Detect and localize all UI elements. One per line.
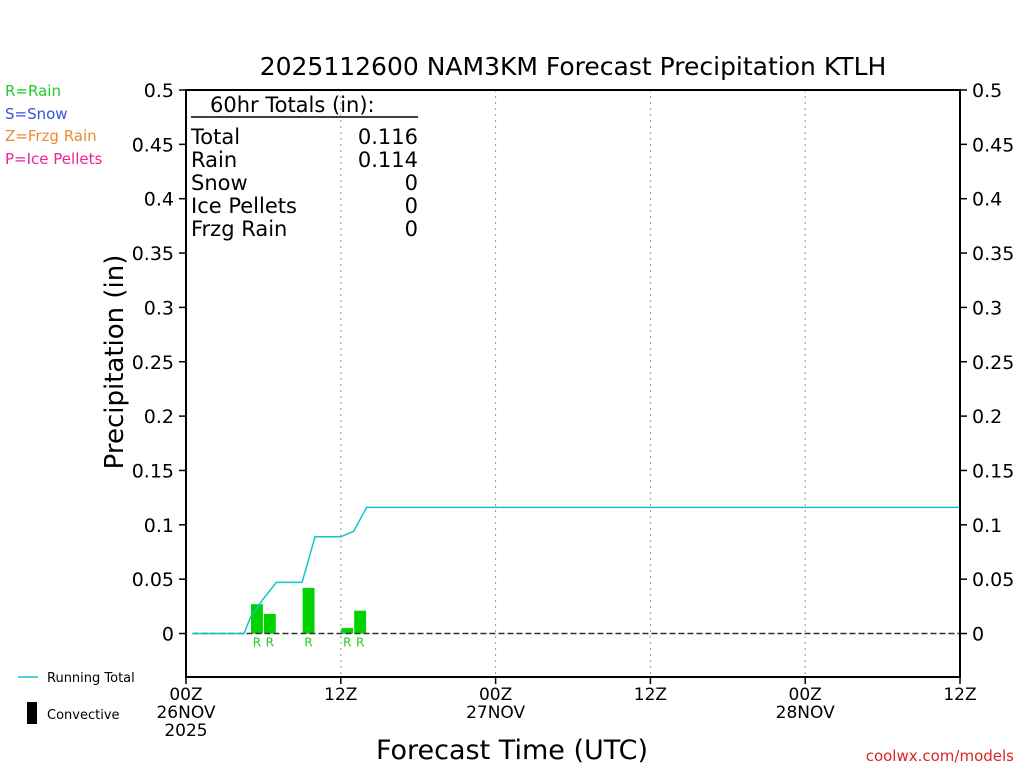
- x-tick-label: 27NOV: [466, 703, 525, 723]
- convective-legend-swatch: [27, 702, 37, 724]
- x-axis-label: Forecast Time (UTC): [376, 735, 648, 766]
- x-tick-label: 2025: [164, 721, 207, 741]
- x-tick-label: 00Z: [479, 685, 512, 705]
- y-tick-label-right: 0.35: [972, 243, 1014, 265]
- y-tick-label-right: 0.5: [972, 80, 1002, 102]
- precip-type-label: R: [356, 636, 364, 650]
- x-tick-label: 28NOV: [776, 703, 835, 723]
- y-tick-label-left: 0.3: [144, 297, 174, 319]
- totals-value-total: 0.116: [358, 125, 418, 149]
- x-tick-label: 26NOV: [156, 703, 215, 723]
- running-total-legend-label: Running Total: [47, 671, 135, 686]
- totals-box: 60hr Totals (in): Total 0.116 Rain 0.114…: [190, 93, 418, 241]
- totals-label-frzg-rain: Frzg Rain: [191, 217, 287, 241]
- totals-value-rain: 0.114: [358, 148, 418, 172]
- x-tick-label: 12Z: [634, 685, 667, 705]
- totals-value-ice-pellets: 0: [405, 194, 418, 218]
- y-axis-ticks: 0 00.05 0.050.1 0.10.15 0.150.2 0.20.25 0.250.…: [132, 80, 1015, 646]
- plot-frame: [185, 89, 961, 678]
- credit-text: coolwx.com/models: [866, 747, 1014, 765]
- totals-label-rain: Rain: [191, 148, 237, 172]
- x-tick-label: 00Z: [789, 685, 822, 705]
- y-axis-label: Precipitation (in): [100, 255, 130, 470]
- y-tick-label-right: 0.05: [972, 569, 1014, 591]
- grid-lines: [340, 90, 806, 677]
- y-tick-label-left: 0.25: [132, 352, 174, 374]
- y-tick-label-right: 0.4: [972, 189, 1002, 211]
- y-tick-label-right: 0.45: [972, 134, 1014, 156]
- precip-type-label: R: [266, 636, 274, 650]
- y-tick-label-left: 0.5: [144, 80, 174, 102]
- chart-title: 2025112600 NAM3KM Forecast Precipitation…: [260, 52, 887, 81]
- precip-type-label: R: [343, 636, 351, 650]
- legend-frzg-rain: Z=Frzg Rain: [5, 127, 97, 145]
- y-tick-label-left: 0.4: [144, 189, 174, 211]
- totals-value-frzg-rain: 0: [405, 217, 418, 241]
- precip-bar: [354, 610, 367, 634]
- y-tick-label-right: 0.25: [972, 352, 1014, 374]
- y-tick-label-left: 0.05: [132, 569, 174, 591]
- y-tick-label-right: 0.3: [972, 297, 1002, 319]
- totals-header: 60hr Totals (in):: [210, 93, 375, 117]
- y-tick-label-right: 0: [972, 624, 984, 646]
- convective-legend-label: Convective: [47, 708, 120, 723]
- x-tick-label: 00Z: [169, 685, 202, 705]
- y-tick-label-left: 0: [162, 624, 174, 646]
- type-legend: R=Rain S=Snow Z=Frzg Rain P=Ice Pellets: [5, 82, 102, 168]
- y-tick-label-right: 0.15: [972, 460, 1014, 482]
- y-tick-label-left: 0.35: [132, 243, 174, 265]
- totals-label-ice-pellets: Ice Pellets: [191, 194, 297, 218]
- y-tick-label-right: 0.1: [972, 515, 1002, 537]
- totals-label-snow: Snow: [191, 171, 248, 195]
- x-tick-label: 12Z: [943, 685, 976, 705]
- totals-label-total: Total: [190, 125, 240, 149]
- y-tick-label-left: 0.1: [144, 515, 174, 537]
- y-tick-label-left: 0.2: [144, 406, 174, 428]
- y-tick-label-left: 0.45: [132, 134, 174, 156]
- precip-type-label: R: [253, 636, 261, 650]
- x-tick-label: 12Z: [324, 685, 357, 705]
- y-tick-label-left: 0.15: [132, 460, 174, 482]
- bottom-legend: Running Total Convective: [18, 671, 135, 724]
- totals-value-snow: 0: [405, 171, 418, 195]
- legend-snow: S=Snow: [5, 105, 68, 123]
- y-tick-label-right: 0.2: [972, 406, 1002, 428]
- precip-bar: [302, 587, 315, 634]
- legend-ice-pellets: P=Ice Pellets: [5, 150, 102, 168]
- precip-bar: [251, 604, 263, 634]
- precip-bar: [341, 628, 354, 634]
- running-total-line: [192, 506, 960, 635]
- precip-type-label: R: [304, 636, 312, 650]
- legend-rain: R=Rain: [5, 82, 61, 100]
- precip-bar: [263, 613, 276, 634]
